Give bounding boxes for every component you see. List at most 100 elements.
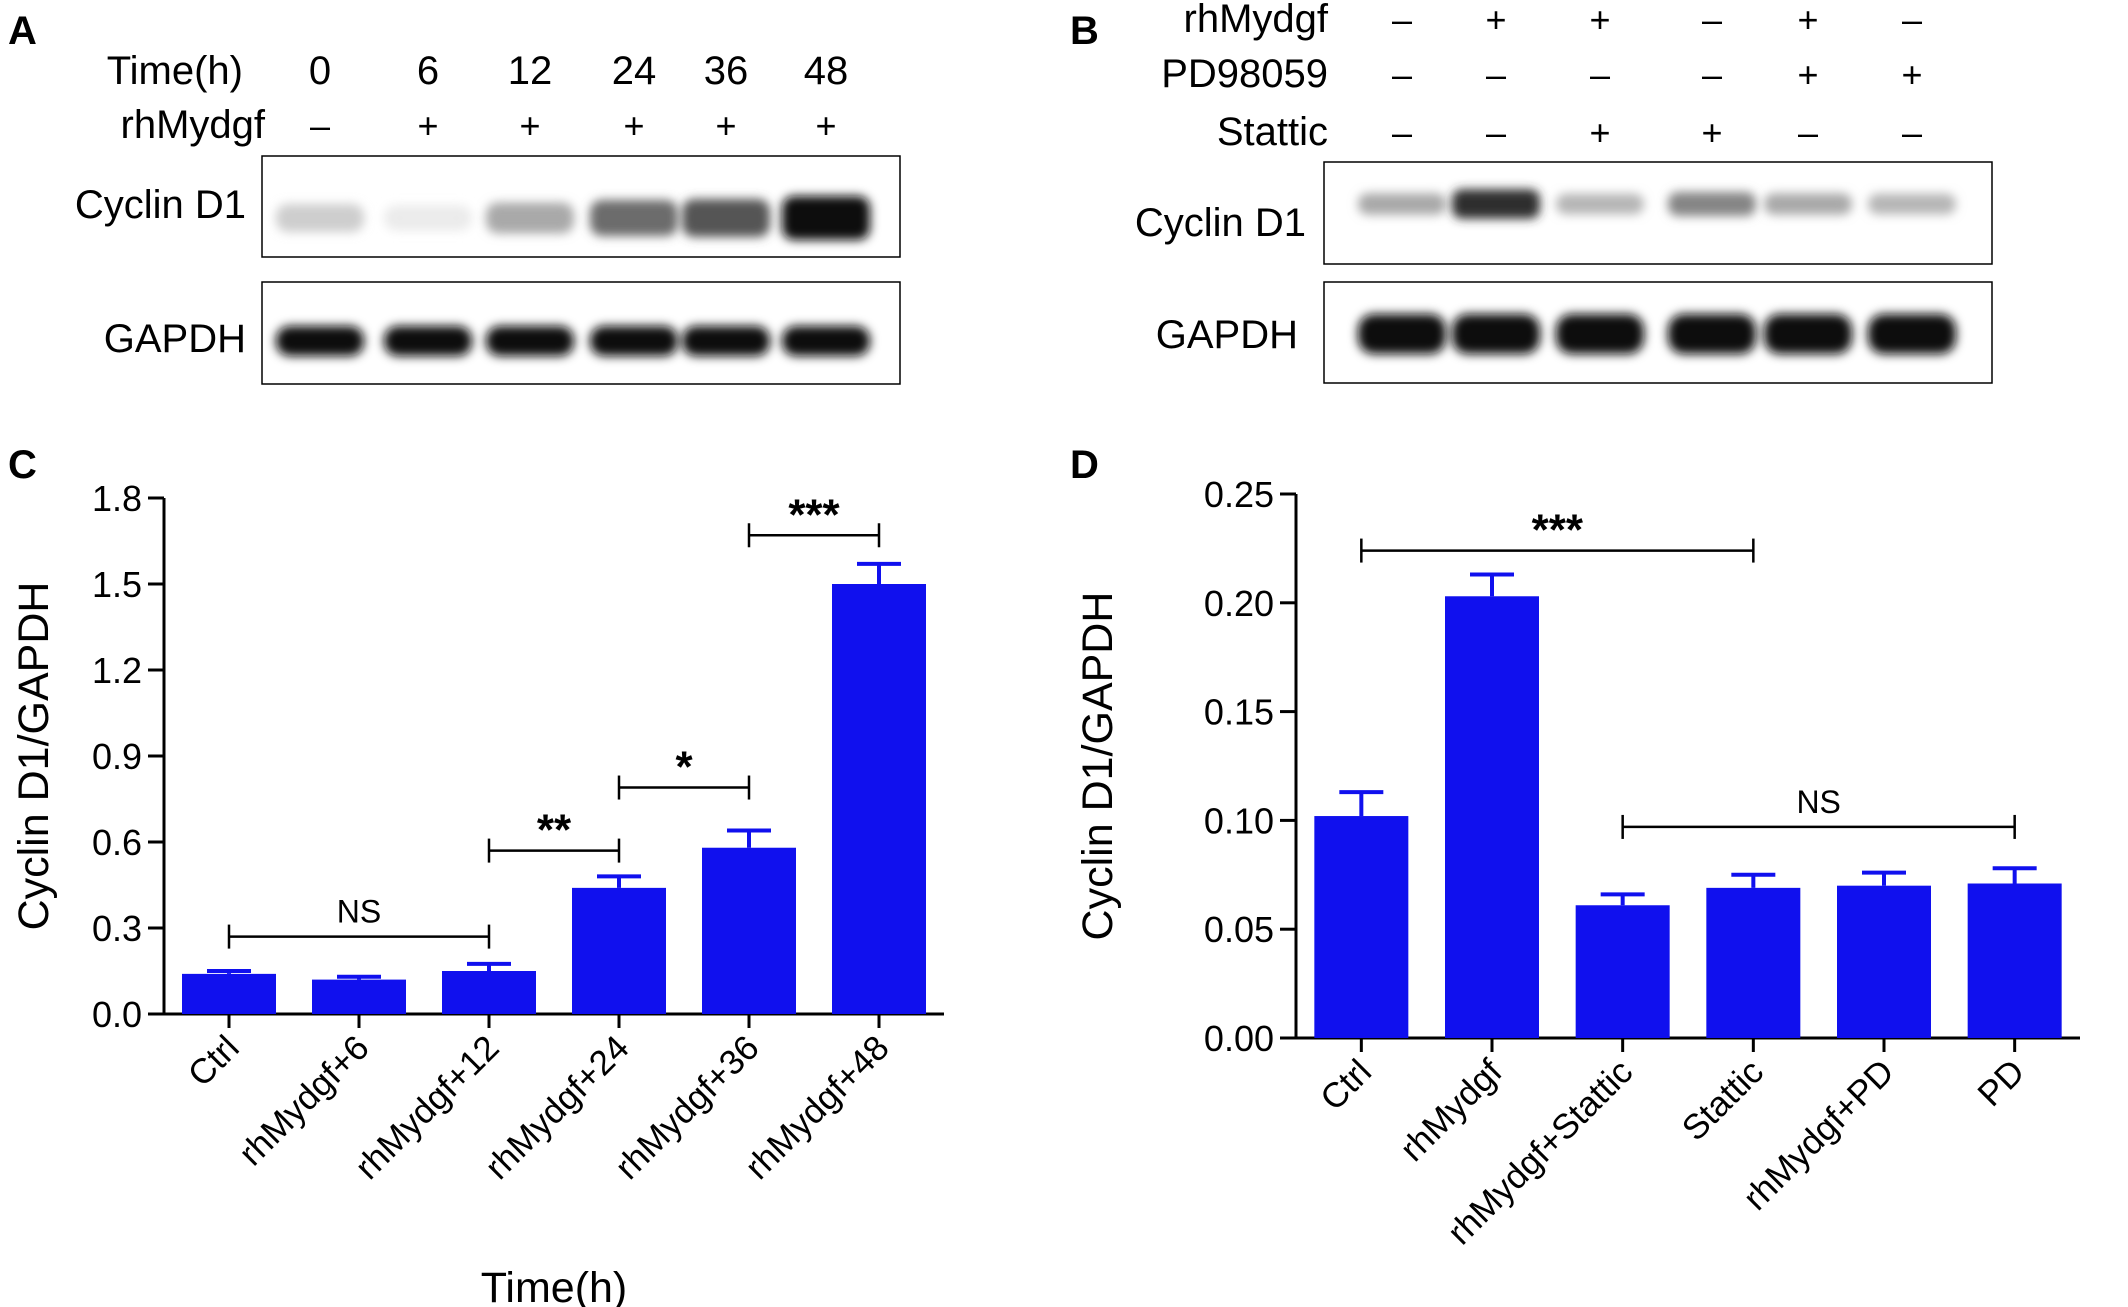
y-tick-label: 0.9 xyxy=(92,736,142,777)
blot-a-gapdh-band xyxy=(486,326,574,356)
blot-b-treatment-sign: + xyxy=(1797,0,1818,40)
blot-b-cyclin-band xyxy=(1764,193,1852,215)
blot-b-cyclin-band xyxy=(1556,193,1644,215)
blot-a-gapdh-band xyxy=(276,326,364,356)
bar xyxy=(182,973,276,1014)
blot-b-treatment-sign: – xyxy=(1392,0,1412,40)
blot-b-gapdh-band xyxy=(1764,314,1852,354)
y-tick-label: 0.6 xyxy=(92,822,142,863)
significance-label: NS xyxy=(337,894,381,930)
bar xyxy=(312,979,406,1014)
blot-b-treatment-sign: – xyxy=(1392,112,1412,153)
blot-b-row-label-pd98059: PD98059 xyxy=(1161,52,1328,96)
blot-b-treatment-sign: – xyxy=(1798,112,1818,153)
bar xyxy=(1445,596,1539,1038)
blot-a-cyclin-band xyxy=(384,205,472,231)
bar xyxy=(1575,905,1670,1038)
bar xyxy=(702,847,796,1014)
blot-b-cyclin-band xyxy=(1358,193,1446,215)
significance-label: NS xyxy=(1796,784,1840,820)
significance-label: * xyxy=(675,743,693,792)
x-tick-label: Ctrl xyxy=(1313,1052,1379,1118)
bar xyxy=(572,887,666,1014)
y-tick-label: 0.10 xyxy=(1204,800,1274,841)
blot-b-treatment-sign: + xyxy=(1589,0,1610,40)
panel-label-c: C xyxy=(8,443,37,487)
y-tick-label: 0.05 xyxy=(1204,909,1274,950)
blot-b-cyclin-band xyxy=(1868,193,1956,215)
bar xyxy=(1314,816,1409,1038)
y-tick-label: 0.25 xyxy=(1204,474,1274,515)
blot-b-treatment-sign: – xyxy=(1702,54,1722,95)
panel-label-a: A xyxy=(8,9,37,53)
blot-a-time-label: 48 xyxy=(804,49,849,93)
blot-b-treatment-sign: – xyxy=(1392,54,1412,95)
y-tick-label: 0.00 xyxy=(1204,1018,1274,1059)
blot-b-treatment-sign: + xyxy=(1701,112,1722,153)
blot-a-cyclin-band xyxy=(590,200,678,236)
blot-b-treatment-sign: – xyxy=(1590,54,1610,95)
blot-a-cyclin-band xyxy=(276,204,364,232)
blot-a-row-label-time: Time(h) xyxy=(107,49,243,93)
significance-label: *** xyxy=(788,490,840,539)
blot-b-band-label-cyclin: Cyclin D1 xyxy=(1135,201,1306,245)
y-tick-label: 1.5 xyxy=(92,564,142,605)
blot-b-treatment-sign: – xyxy=(1486,54,1506,95)
blot-a-cyclin-band xyxy=(682,199,770,237)
blot-a-time-label: 6 xyxy=(417,49,439,93)
blot-b-gapdh-band xyxy=(1452,314,1540,354)
blot-a-band-label-cyclin: Cyclin D1 xyxy=(75,183,246,227)
blot-b-treatment-sign: + xyxy=(1901,54,1922,95)
blot-a-treatment-sign: – xyxy=(310,105,330,146)
blot-b-band-label-gapdh: GAPDH xyxy=(1156,313,1298,357)
blot-b-gapdh-band xyxy=(1358,314,1446,354)
blot-b-treatment-sign: + xyxy=(1485,0,1506,40)
y-tick-label: 0.20 xyxy=(1204,583,1274,624)
y-tick-label: 1.8 xyxy=(92,478,142,519)
y-tick-label: 0.15 xyxy=(1204,692,1274,733)
x-tick-label: PD xyxy=(1970,1052,2032,1114)
blot-a-treatment-sign: + xyxy=(417,105,438,146)
blot-a-band-label-gapdh: GAPDH xyxy=(104,317,246,361)
blot-b-treatment-sign: – xyxy=(1702,0,1722,40)
y-tick-label: 0.0 xyxy=(92,994,142,1035)
blot-b-treatment-sign: – xyxy=(1902,0,1922,40)
blot-a-time-label: 12 xyxy=(508,49,553,93)
significance-label: *** xyxy=(1532,506,1584,555)
blot-a-time-label: 24 xyxy=(612,49,657,93)
blot-b-treatment-sign: – xyxy=(1486,112,1506,153)
blot-b-treatment-sign: – xyxy=(1902,112,1922,153)
blot-b-treatment-sign: + xyxy=(1797,54,1818,95)
x-tick-label: Stattic xyxy=(1675,1052,1771,1148)
x-axis-title: Time(h) xyxy=(481,1264,628,1307)
blot-b-gapdh-band xyxy=(1556,314,1644,354)
x-tick-label: rhMydgf xyxy=(1393,1052,1510,1169)
y-tick-label: 0.3 xyxy=(92,908,142,949)
y-tick-label: 1.2 xyxy=(92,650,142,691)
bar xyxy=(832,584,926,1014)
western-blot-a: Time(h) rhMydgf Cyclin D1 GAPDH 0 – 6 +12 +2… xyxy=(75,49,901,385)
bar-chart-c: 0.00.30.60.91.21.51.8CtrlrhMydgf+6rhMydg… xyxy=(10,478,944,1307)
blot-a-treatment-sign: + xyxy=(623,105,644,146)
significance-label: ** xyxy=(537,806,572,855)
blot-a-gapdh-band xyxy=(682,326,770,356)
panel-label-d: D xyxy=(1070,443,1099,487)
y-axis-title: Cyclin D1/GAPDH xyxy=(1074,592,1122,941)
x-tick-label: Ctrl xyxy=(181,1028,247,1094)
blot-b-row-label-rhmydgf: rhMydgf xyxy=(1184,0,1329,41)
bar xyxy=(1837,885,1931,1038)
panel-label-b: B xyxy=(1070,9,1099,53)
blot-b-gapdh-band xyxy=(1668,314,1756,354)
blot-a-treatment-sign: + xyxy=(815,105,836,146)
blot-b-treatment-sign: + xyxy=(1589,112,1610,153)
blot-a-gapdh-band xyxy=(782,326,870,356)
blot-b-gapdh-band xyxy=(1868,314,1956,354)
blot-a-time-label: 36 xyxy=(704,49,749,93)
blot-a-gapdh-band xyxy=(590,326,678,356)
bar xyxy=(1706,887,1801,1038)
blot-a-row-label-rhmydgf: rhMydgf xyxy=(121,103,266,147)
blot-a-treatment-sign: + xyxy=(519,105,540,146)
bar xyxy=(1967,883,2062,1038)
